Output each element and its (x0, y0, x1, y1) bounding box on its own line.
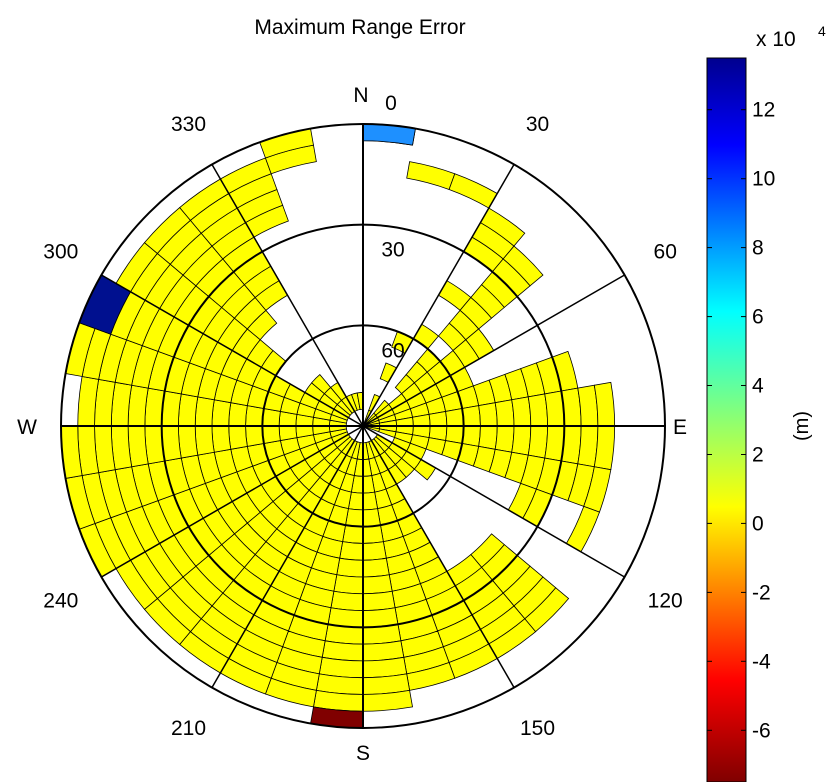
heat-cell (445, 408, 465, 427)
heat-cell (362, 491, 379, 511)
heat-cell (362, 508, 381, 528)
angle-tick-label: 210 (171, 717, 206, 740)
heat-cell (577, 425, 599, 468)
colorbar-tick-label: -4 (752, 650, 771, 673)
heat-cell (511, 425, 532, 456)
heat-cell (527, 425, 548, 459)
heat-cell (211, 425, 232, 453)
angle-tick-label: 240 (43, 590, 78, 613)
heat-cell (245, 405, 265, 427)
colorbar-tick-label: -2 (752, 581, 771, 604)
colorbar-exponent: 4 (818, 23, 826, 39)
colorbar-tick-label: 8 (752, 237, 764, 260)
heat-cell (362, 574, 393, 595)
heat-cell (362, 524, 384, 544)
heat-cell (527, 393, 548, 427)
angle-tick-label: 330 (171, 113, 206, 136)
heat-cell (178, 425, 199, 459)
ring-label: 60 (381, 339, 404, 362)
colorbar-tick-label: -6 (752, 719, 771, 742)
heat-cell (194, 396, 215, 427)
heat-cell (577, 384, 599, 427)
heat-cell (362, 541, 387, 561)
angle-tick-label: 120 (648, 590, 683, 613)
heat-cell (428, 410, 448, 427)
heat-cell (330, 590, 364, 611)
heat-cell (342, 524, 364, 544)
heat-cell (278, 425, 298, 442)
cardinal-label-s: S (356, 742, 370, 765)
heat-cell (127, 384, 149, 427)
cardinal-label-n: N (353, 84, 368, 107)
angle-tick-label: 300 (43, 241, 78, 264)
colorbar-tick-label: 2 (752, 444, 764, 467)
heat-cell (333, 574, 364, 595)
heat-cell (211, 399, 232, 427)
heat-cell (494, 399, 515, 427)
heat-cell (339, 541, 364, 561)
heat-cell (261, 425, 281, 444)
cardinal-label-w: W (17, 416, 37, 439)
angle-tick-label: 150 (520, 717, 555, 740)
angle-tick-label: 0 (385, 92, 397, 115)
chart-title: Maximum Range Error (254, 16, 465, 39)
heat-cell (478, 402, 498, 427)
heat-cell (321, 640, 364, 662)
angle-tick-label: 60 (654, 241, 677, 264)
heat-cell (461, 425, 481, 447)
colorbar-tick-label: 0 (752, 512, 764, 535)
heat-cell (245, 425, 265, 447)
colorbar: -6 -4 -2 0 2 4 6 8 10 12 x 10 4 (m) (706, 23, 826, 782)
colorbar-tick-label: 10 (752, 168, 775, 191)
angle-tick-label: 30 (526, 113, 549, 136)
heat-cell (228, 402, 248, 427)
heat-cell (127, 425, 149, 468)
colorbar-tick-label: 6 (752, 306, 764, 329)
colorbar-gradient (706, 57, 747, 782)
labels-layer: 0 30 60 120 150 210 240 300 330 N E S W 30 60 (17, 84, 687, 765)
cardinal-label-e: E (673, 416, 687, 439)
heat-cell (494, 425, 515, 453)
heat-cell (461, 405, 481, 427)
heat-cell (362, 590, 396, 611)
grid-layer (60, 123, 666, 729)
grid-spoke (211, 164, 515, 688)
heat-cell (362, 557, 390, 578)
colorbar-tick-label: 4 (752, 375, 764, 398)
heat-cell (502, 245, 544, 287)
colorbar-label: (m) (791, 411, 813, 441)
ring-label: 30 (381, 239, 404, 262)
heat-cell (178, 393, 199, 427)
colorbar-ticks: -6 -4 -2 0 2 4 6 8 10 12 (707, 99, 775, 742)
heat-cell (194, 425, 215, 456)
heat-cell (478, 425, 498, 450)
heat-cell (336, 557, 364, 578)
heat-cell (511, 396, 532, 427)
colorbar-tick-label: 12 (752, 99, 775, 122)
colorbar-multiplier: x 10 (756, 28, 796, 51)
heat-cell (362, 640, 405, 662)
heat-cell (228, 425, 248, 450)
